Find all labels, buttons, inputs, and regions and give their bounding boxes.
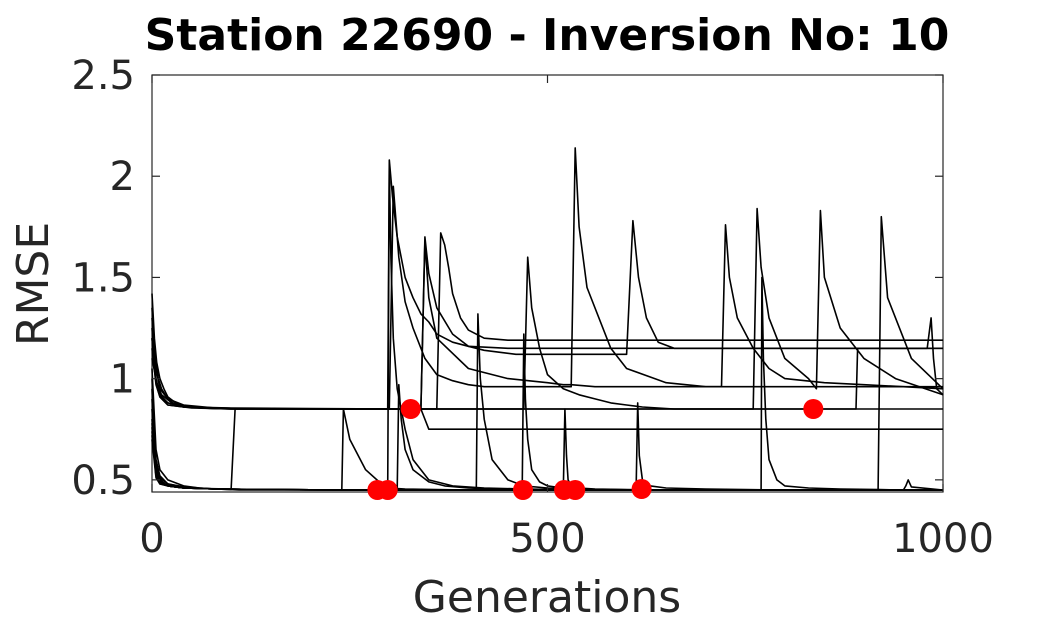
best-point-marker-7 <box>631 479 652 499</box>
y-tick-label: 1.5 <box>71 255 135 301</box>
y-tick-label: 2.5 <box>71 53 135 99</box>
series-line-19 <box>151 317 944 410</box>
best-point-marker-4 <box>513 480 533 500</box>
x-tick-label: 1000 <box>892 516 994 562</box>
plot-area: 0 500 1000 0.5 1 1.5 2 2.5 <box>71 53 994 562</box>
chart-title: Station 22690 - Inversion No: 10 <box>145 10 950 61</box>
x-axis-label: Generations <box>413 572 681 623</box>
y-tick-label: 1 <box>110 357 135 403</box>
plot-frame <box>151 74 944 493</box>
y-axis-label: RMSE <box>8 222 59 346</box>
x-axis: 0 500 1000 <box>139 75 994 562</box>
best-point-marker-3 <box>400 399 421 419</box>
x-tick-label: 500 <box>509 516 585 562</box>
best-point-marker-8 <box>803 399 824 419</box>
best-point-marker-6 <box>565 480 586 500</box>
best-point-marker-2 <box>377 480 398 500</box>
series-group <box>151 147 944 491</box>
y-tick-label: 2 <box>110 154 135 200</box>
series-line-18 <box>151 215 944 491</box>
y-tick-label: 0.5 <box>71 458 135 504</box>
y-axis: 0.5 1 1.5 2 2.5 <box>71 53 943 504</box>
marker-group <box>367 399 824 500</box>
x-tick-label: 0 <box>139 516 164 562</box>
